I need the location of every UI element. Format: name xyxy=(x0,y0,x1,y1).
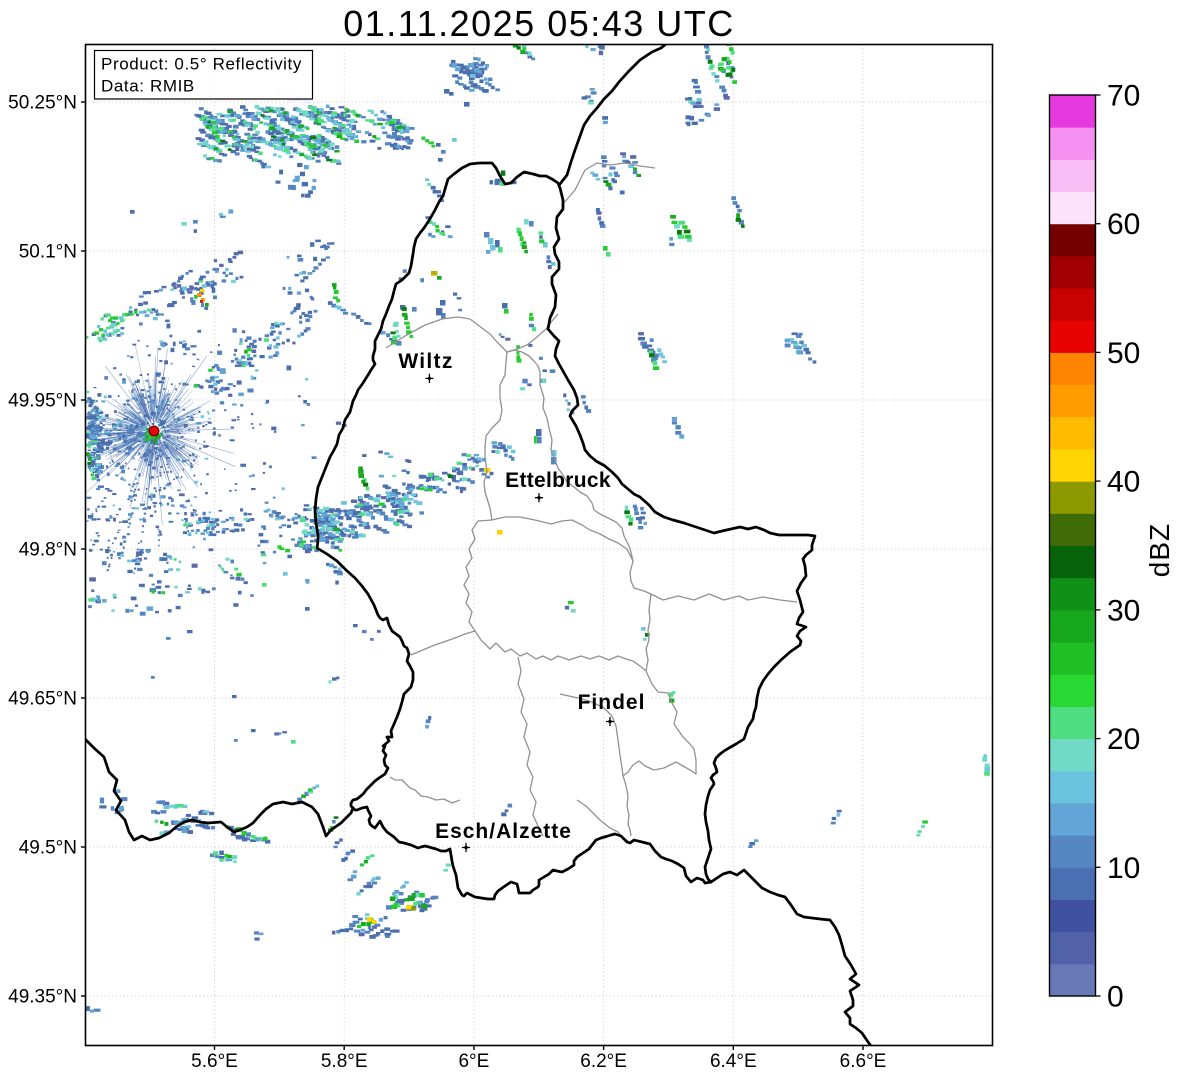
svg-text:20: 20 xyxy=(1107,723,1140,756)
svg-text:Wiltz: Wiltz xyxy=(398,350,453,373)
svg-text:49.65°N: 49.65°N xyxy=(8,689,77,710)
svg-text:dBZ: dBZ xyxy=(1144,523,1175,577)
svg-text:49.95°N: 49.95°N xyxy=(8,391,77,412)
svg-text:50.25°N: 50.25°N xyxy=(8,93,77,114)
svg-text:0: 0 xyxy=(1107,981,1124,1014)
svg-text:Ettelbruck: Ettelbruck xyxy=(505,469,611,492)
svg-text:Product: 0.5° Reflectivity: Product: 0.5° Reflectivity xyxy=(101,55,302,74)
svg-text:40: 40 xyxy=(1107,466,1140,499)
svg-text:5.6°E: 5.6°E xyxy=(191,1051,238,1072)
svg-text:6°E: 6°E xyxy=(458,1051,489,1072)
svg-text:6.2°E: 6.2°E xyxy=(580,1051,627,1072)
svg-text:6.6°E: 6.6°E xyxy=(840,1051,887,1072)
svg-text:6.4°E: 6.4°E xyxy=(710,1051,757,1072)
svg-text:49.8°N: 49.8°N xyxy=(19,540,77,561)
svg-text:60: 60 xyxy=(1107,208,1140,241)
svg-text:01.11.2025 05:43 UTC: 01.11.2025 05:43 UTC xyxy=(343,3,735,44)
svg-text:5.8°E: 5.8°E xyxy=(321,1051,368,1072)
svg-text:50.1°N: 50.1°N xyxy=(19,242,77,263)
svg-text:49.35°N: 49.35°N xyxy=(8,987,77,1008)
svg-text:30: 30 xyxy=(1107,594,1140,627)
svg-text:Data: RMIB: Data: RMIB xyxy=(101,77,195,96)
svg-text:Findel: Findel xyxy=(578,691,646,714)
svg-text:49.5°N: 49.5°N xyxy=(19,838,77,859)
svg-text:70: 70 xyxy=(1107,80,1140,113)
svg-text:Esch/Alzette: Esch/Alzette xyxy=(435,820,572,843)
svg-text:50: 50 xyxy=(1107,337,1140,370)
svg-text:10: 10 xyxy=(1107,852,1140,885)
